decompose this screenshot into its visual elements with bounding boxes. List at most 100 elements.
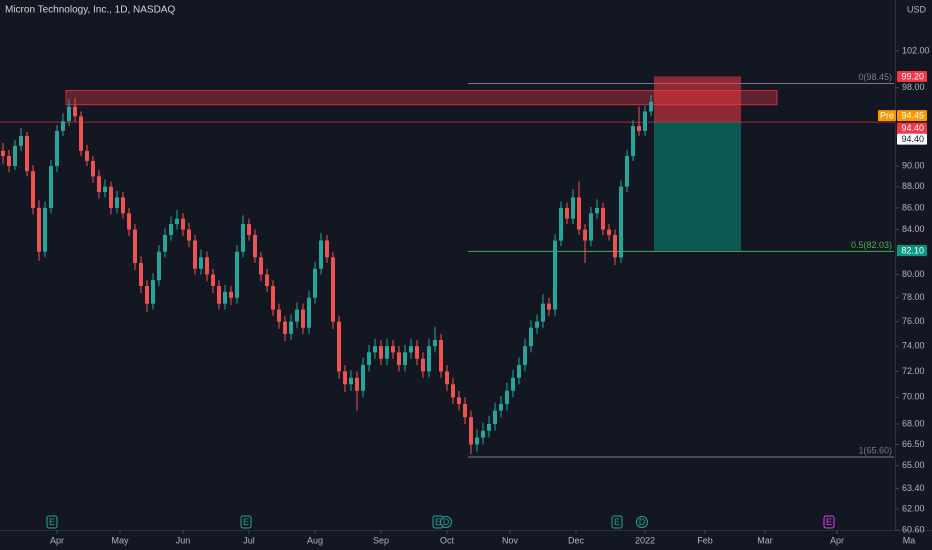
candle-body bbox=[307, 297, 311, 328]
price-tag-box bbox=[878, 110, 896, 122]
fib-label: 0.5(82.03) bbox=[851, 240, 892, 250]
candle-body bbox=[559, 207, 563, 241]
price-label: 82.10 bbox=[901, 245, 924, 255]
event-label: E bbox=[243, 517, 249, 527]
candle-body bbox=[241, 224, 245, 252]
candle-body bbox=[523, 346, 527, 366]
candle-body bbox=[301, 309, 305, 328]
candle-body bbox=[475, 437, 479, 445]
candle-body bbox=[289, 321, 293, 334]
x-tick-label: Oct bbox=[440, 535, 455, 545]
y-tick-label: 90.00 bbox=[902, 160, 925, 170]
x-tick-label: Mar bbox=[757, 535, 773, 545]
candle-body bbox=[421, 358, 425, 372]
candle-body bbox=[505, 390, 509, 404]
y-tick-label: 86.00 bbox=[902, 202, 925, 212]
candle-body bbox=[607, 229, 611, 236]
candle-body bbox=[73, 106, 77, 117]
candle-body bbox=[169, 224, 173, 236]
y-tick-label: 68.00 bbox=[902, 418, 925, 428]
y-tick-label: 102.00 bbox=[902, 45, 930, 55]
candle-body bbox=[463, 403, 467, 418]
event-label: D bbox=[443, 517, 450, 527]
x-tick-label: Jun bbox=[176, 535, 191, 545]
candle-body bbox=[61, 121, 65, 131]
candle-body bbox=[151, 280, 155, 304]
y-tick-label: 78.00 bbox=[902, 292, 925, 302]
event-label: D bbox=[639, 517, 646, 527]
x-tick-label: Aug bbox=[307, 535, 323, 545]
candle-body bbox=[277, 309, 281, 322]
candle-body bbox=[565, 207, 569, 219]
fib-label: 1(65.60) bbox=[858, 445, 892, 455]
candle-body bbox=[379, 346, 383, 359]
candle-body bbox=[391, 346, 395, 353]
candle-body bbox=[547, 303, 551, 310]
candle-body bbox=[121, 197, 125, 214]
candle-body bbox=[211, 274, 215, 287]
candle-body bbox=[259, 257, 263, 275]
price-label: 94.40 bbox=[901, 134, 924, 144]
price-tag: Pre bbox=[880, 111, 894, 121]
candle-body bbox=[343, 371, 347, 385]
event-label: E bbox=[614, 517, 620, 527]
candle-body bbox=[589, 213, 593, 241]
candle-body bbox=[31, 171, 35, 208]
price-label: 94.40 bbox=[901, 123, 924, 133]
candle-body bbox=[67, 106, 71, 122]
candle-body bbox=[403, 352, 407, 366]
candle-body bbox=[133, 229, 137, 264]
candle-body bbox=[613, 235, 617, 258]
candle-body bbox=[253, 235, 257, 258]
candle-body bbox=[469, 417, 473, 445]
candle-body bbox=[265, 274, 269, 287]
candle-body bbox=[367, 352, 371, 366]
x-tick-label: Nov bbox=[502, 535, 519, 545]
candle-body bbox=[319, 240, 323, 269]
y-tick-label: 74.00 bbox=[902, 341, 925, 351]
y-tick-label: 62.00 bbox=[902, 503, 925, 513]
candle-body bbox=[349, 377, 353, 385]
chart-title: Micron Technology, Inc., 1D, NASDAQ bbox=[5, 5, 175, 16]
price-label-box bbox=[897, 110, 927, 122]
candle-body bbox=[193, 240, 197, 269]
y-tick-label: 63.40 bbox=[902, 483, 925, 493]
candle-body bbox=[577, 197, 581, 230]
candle-body bbox=[445, 371, 449, 385]
candle-body bbox=[127, 213, 131, 230]
candle-body bbox=[325, 240, 329, 258]
candle-body bbox=[115, 197, 119, 208]
x-tick-label: May bbox=[111, 535, 129, 545]
event-label: E bbox=[49, 517, 55, 527]
candle-body bbox=[643, 111, 647, 131]
candle-body bbox=[583, 229, 587, 241]
event-label: E bbox=[435, 517, 441, 527]
x-tick-label: 2022 bbox=[635, 535, 655, 545]
price-label: 94.45 bbox=[901, 111, 924, 121]
candle-body bbox=[331, 257, 335, 322]
candle-body bbox=[481, 430, 485, 438]
candle-body bbox=[535, 321, 539, 328]
candle-body bbox=[217, 286, 221, 304]
candle-body bbox=[223, 291, 227, 304]
y-tick-label: 72.00 bbox=[902, 366, 925, 376]
candle-body bbox=[619, 186, 623, 258]
price-label: 99.20 bbox=[901, 71, 924, 81]
candle-body bbox=[37, 207, 41, 252]
candle-body bbox=[1, 150, 5, 156]
y-tick-label: 60.60 bbox=[902, 524, 925, 534]
candle-body bbox=[145, 286, 149, 304]
candle-body bbox=[295, 309, 299, 322]
candle-body bbox=[361, 365, 365, 391]
x-tick-label: Feb bbox=[697, 535, 713, 545]
candle-body bbox=[313, 268, 317, 298]
event-label: E bbox=[826, 517, 832, 527]
candle-body bbox=[571, 197, 575, 219]
x-tick-label: Ma bbox=[903, 535, 916, 545]
candle-body bbox=[649, 101, 653, 112]
price-label-box bbox=[897, 245, 927, 257]
candle-body bbox=[631, 126, 635, 156]
candle-body bbox=[499, 403, 503, 411]
candle-body bbox=[163, 235, 167, 252]
